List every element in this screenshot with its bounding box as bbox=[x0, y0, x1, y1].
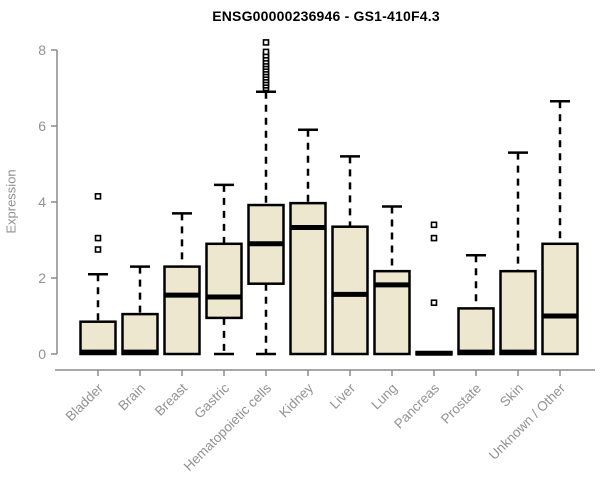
box bbox=[121, 312, 159, 356]
x-axis-tick-label: Unknown / Other bbox=[486, 380, 569, 463]
boxplot-pancreas bbox=[415, 221, 453, 356]
boxplot-prostate bbox=[457, 253, 495, 356]
boxplot-lung bbox=[373, 205, 411, 356]
box bbox=[541, 242, 579, 356]
x-axis-tick-label: Liver bbox=[327, 380, 359, 412]
boxplot-brain bbox=[121, 265, 159, 356]
outlier-point bbox=[262, 39, 270, 46]
outlier-point bbox=[430, 299, 438, 307]
box bbox=[79, 320, 117, 356]
outlier-point bbox=[262, 48, 270, 56]
x-axis-tick-label: Brain bbox=[115, 381, 148, 414]
y-axis-tick-label: 6 bbox=[38, 118, 46, 134]
y-axis-tick-label: 8 bbox=[38, 42, 46, 58]
outlier-point bbox=[94, 246, 102, 253]
boxplot-kidney bbox=[289, 128, 327, 356]
outlier-point bbox=[94, 193, 102, 200]
box bbox=[331, 225, 369, 356]
x-axis-tick-label: Lung bbox=[368, 381, 400, 413]
x-axis-tick-label: Breast bbox=[152, 380, 190, 418]
x-axis-tick-label: Kidney bbox=[276, 380, 316, 420]
box bbox=[499, 269, 537, 356]
x-axis-tick-label: Bladder bbox=[63, 380, 107, 424]
boxplot-breast bbox=[163, 212, 201, 356]
outlier-point bbox=[430, 234, 438, 242]
x-axis-tick-label: Skin bbox=[497, 381, 526, 410]
x-axis-tick-label: Pancreas bbox=[391, 380, 442, 431]
boxplot-hematopoietic-cells bbox=[247, 39, 285, 356]
outlier-point bbox=[430, 221, 438, 229]
chart-title: ENSG00000236946 - GS1-410F4.3 bbox=[212, 8, 440, 24]
boxplot-unknown-other bbox=[541, 100, 579, 356]
box bbox=[163, 265, 201, 356]
box bbox=[205, 242, 243, 320]
boxplot-skin bbox=[499, 151, 537, 356]
x-axis-tick-label: Prostate bbox=[438, 381, 484, 427]
boxplot-liver bbox=[331, 155, 369, 356]
box bbox=[457, 307, 495, 356]
outlier-point bbox=[94, 234, 102, 242]
y-axis-tick-label: 4 bbox=[38, 194, 46, 210]
boxplot-gastric bbox=[205, 183, 243, 356]
boxplot-bladder bbox=[79, 193, 117, 356]
y-axis-tick-label: 2 bbox=[38, 270, 46, 286]
x-axis-tick-label: Gastric bbox=[191, 380, 232, 421]
y-axis-tick-label: 0 bbox=[38, 346, 46, 362]
